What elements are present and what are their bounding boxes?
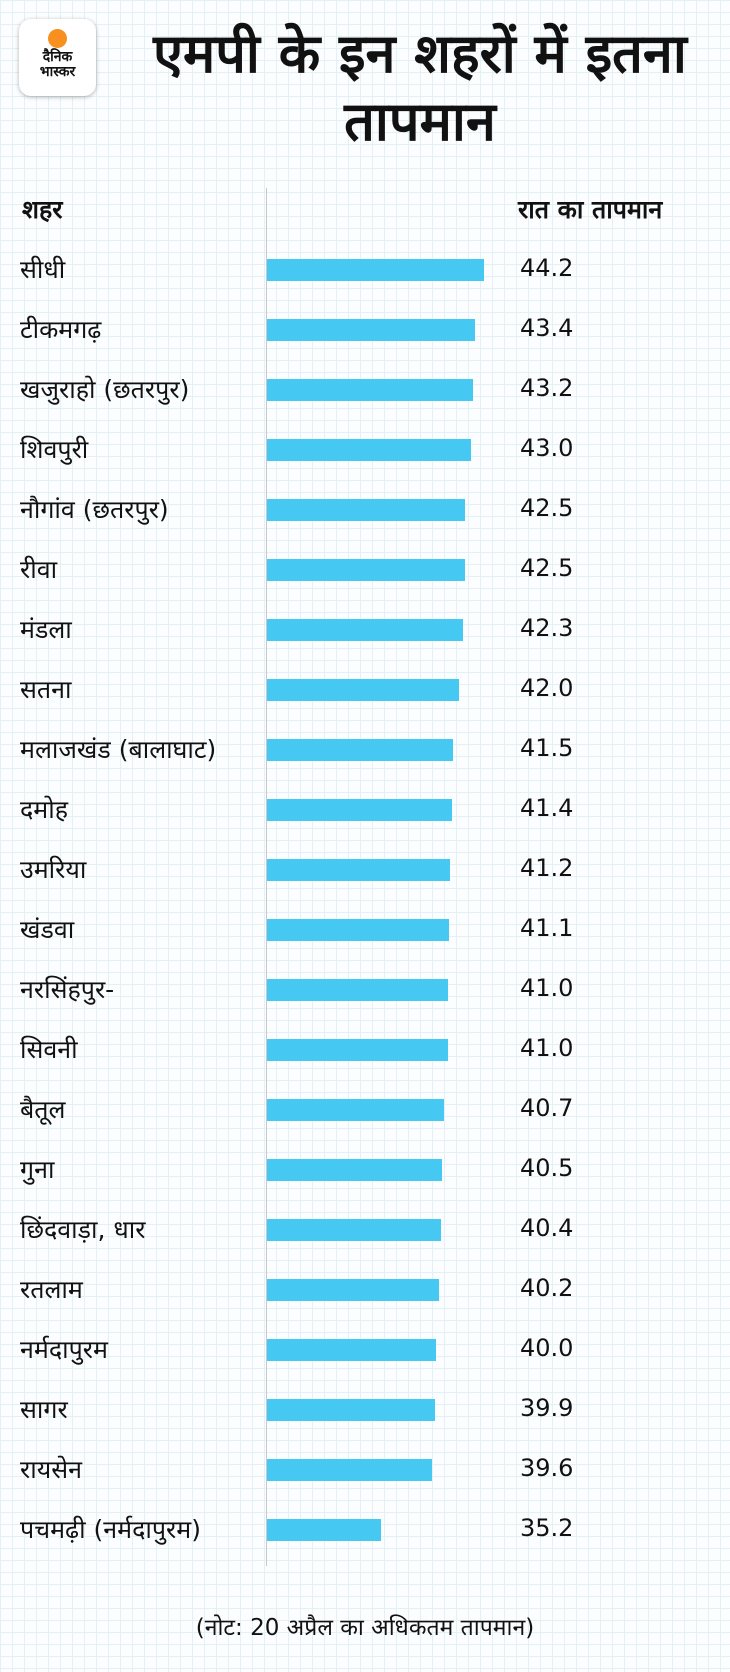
value-label: 41.1 xyxy=(520,914,574,942)
value-label: 39.6 xyxy=(520,1454,574,1482)
value-label: 41.2 xyxy=(520,854,574,882)
bar-row: मंडला 42.3 xyxy=(0,600,730,660)
dainik-bhaskar-logo: दैनिक भास्कर xyxy=(19,19,96,96)
city-label: खजुराहो (छतरपुर) xyxy=(20,375,190,404)
city-label: शिवपुरी xyxy=(20,435,89,464)
bar-row: सतना 42.0 xyxy=(0,660,730,720)
bar xyxy=(267,1219,441,1241)
city-label: छिंदवाड़ा, धार xyxy=(20,1215,146,1244)
city-label: पचमढ़ी (नर्मदापुरम) xyxy=(20,1515,201,1544)
bar xyxy=(267,799,453,821)
city-label: मलाजखंड (बालाघाट) xyxy=(20,735,217,764)
value-label: 40.2 xyxy=(520,1274,574,1302)
bar xyxy=(267,679,460,701)
bar xyxy=(267,499,465,521)
bar xyxy=(267,319,476,341)
bar-row: दमोह 41.4 xyxy=(0,780,730,840)
value-label: 43.0 xyxy=(520,434,574,462)
city-label: टीकमगढ़ xyxy=(20,315,102,344)
value-label: 40.0 xyxy=(520,1334,574,1362)
city-label: सिवनी xyxy=(20,1035,78,1064)
bar xyxy=(267,1279,439,1301)
footnote: (नोट: 20 अप्रैल का अधिकतम तापमान) xyxy=(195,1615,535,1641)
value-label: 42.3 xyxy=(520,614,574,642)
bar xyxy=(267,1519,382,1541)
bar xyxy=(267,259,485,281)
value-label: 40.4 xyxy=(520,1214,574,1242)
value-label: 42.5 xyxy=(520,554,574,582)
value-label: 41.0 xyxy=(520,974,574,1002)
sun-icon xyxy=(48,29,67,48)
city-label: सतना xyxy=(20,675,72,704)
bar-row: छिंदवाड़ा, धार 40.4 xyxy=(0,1200,730,1260)
city-label: बैतूल xyxy=(20,1095,66,1124)
city-label: दमोह xyxy=(20,795,68,824)
bar-row: गुना 40.5 xyxy=(0,1140,730,1200)
city-label: खंडवा xyxy=(20,915,75,944)
logo-line2: भास्कर xyxy=(39,64,76,80)
value-label: 40.5 xyxy=(520,1154,574,1182)
city-label: सीधी xyxy=(20,255,66,284)
bar-row: शिवपुरी 43.0 xyxy=(0,420,730,480)
value-label: 41.0 xyxy=(520,1034,574,1062)
value-label: 43.2 xyxy=(520,374,574,402)
city-label: नर्मदापुरम xyxy=(20,1335,108,1364)
bar-row: नरसिंहपुर- 41.0 xyxy=(0,960,730,1020)
bar-row: नर्मदापुरम 40.0 xyxy=(0,1320,730,1380)
bar-row: टीकमगढ़ 43.4 xyxy=(0,300,730,360)
bar-row: खजुराहो (छतरपुर) 43.2 xyxy=(0,360,730,420)
bar-row: रायसेन 39.6 xyxy=(0,1440,730,1500)
value-label: 42.0 xyxy=(520,674,574,702)
bar-row: पचमढ़ी (नर्मदापुरम) 35.2 xyxy=(0,1500,730,1560)
bar xyxy=(267,1339,437,1361)
city-label: रतलाम xyxy=(20,1275,83,1304)
bar-row: रीवा 42.5 xyxy=(0,540,730,600)
city-header: शहर xyxy=(22,195,63,224)
value-label: 43.4 xyxy=(520,314,574,342)
city-label: रीवा xyxy=(20,555,58,584)
city-label: नौगांव (छतरपुर) xyxy=(20,495,169,524)
bar xyxy=(267,859,451,881)
bar-row: रतलाम 40.2 xyxy=(0,1260,730,1320)
bar-row: खंडवा 41.1 xyxy=(0,900,730,960)
bar-row: सीधी 44.2 xyxy=(0,240,730,300)
bar xyxy=(267,1399,436,1421)
bar xyxy=(267,919,449,941)
city-label: मंडला xyxy=(20,615,72,644)
bar xyxy=(267,979,448,1001)
value-label: 41.4 xyxy=(520,794,574,822)
bar xyxy=(267,439,471,461)
axis-line xyxy=(266,188,267,1566)
bar-row: बैतूल 40.7 xyxy=(0,1080,730,1140)
value-label: 44.2 xyxy=(520,254,574,282)
bar xyxy=(267,739,454,761)
chart-title: एमपी के इन शहरों में इतना तापमान xyxy=(153,22,687,153)
value-label: 41.5 xyxy=(520,734,574,762)
city-label: रायसेन xyxy=(20,1455,82,1484)
city-label: सागर xyxy=(20,1395,68,1424)
bar xyxy=(267,1039,448,1061)
bar xyxy=(267,559,465,581)
city-label: नरसिंहपुर- xyxy=(20,975,115,1004)
city-label: उमरिया xyxy=(20,855,87,884)
bar-row: उमरिया 41.2 xyxy=(0,840,730,900)
bar xyxy=(267,619,463,641)
bar-row: सिवनी 41.0 xyxy=(0,1020,730,1080)
value-label: 35.2 xyxy=(520,1514,574,1542)
value-label: 39.9 xyxy=(520,1394,574,1422)
bar-row: नौगांव (छतरपुर) 42.5 xyxy=(0,480,730,540)
bar-row: मलाजखंड (बालाघाट) 41.5 xyxy=(0,720,730,780)
value-header: रात का तापमान xyxy=(518,195,663,224)
value-label: 40.7 xyxy=(520,1094,574,1122)
bar xyxy=(267,379,473,401)
bar-row: सागर 39.9 xyxy=(0,1380,730,1440)
city-label: गुना xyxy=(20,1155,55,1184)
value-label: 42.5 xyxy=(520,494,574,522)
logo-line1: दैनिक xyxy=(42,49,73,65)
bar xyxy=(267,1159,443,1181)
bar xyxy=(267,1459,432,1481)
bar xyxy=(267,1099,445,1121)
